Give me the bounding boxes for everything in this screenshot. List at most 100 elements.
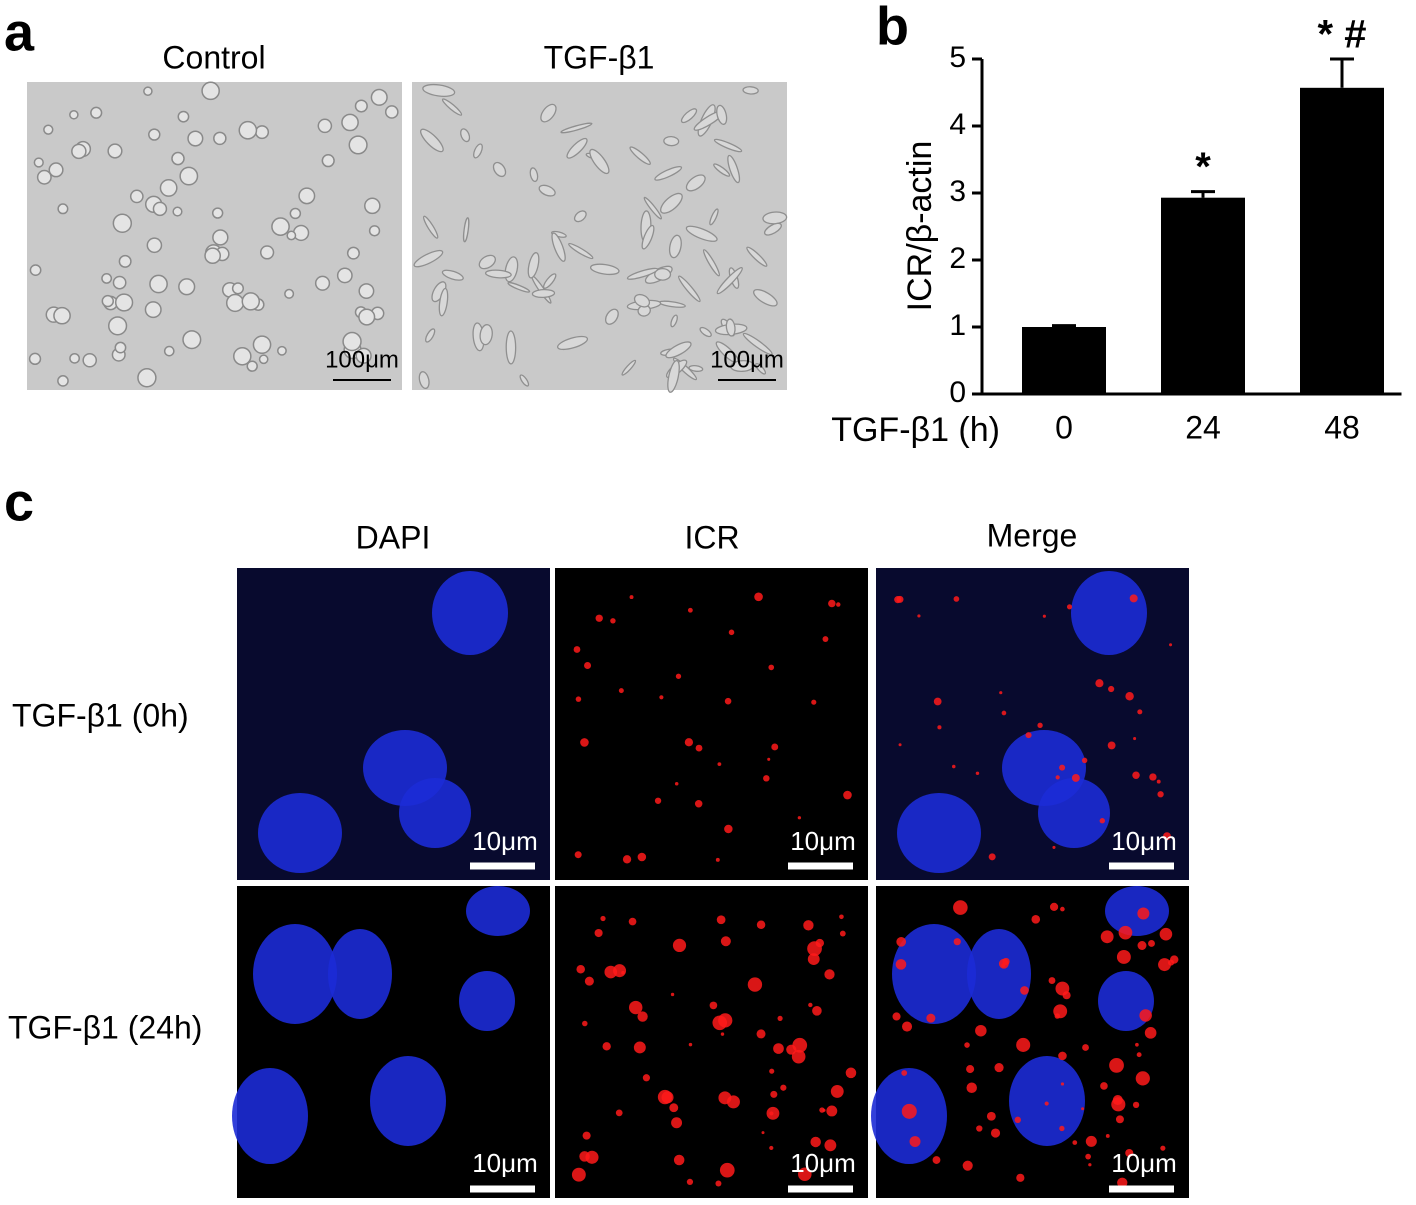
cell <box>542 273 557 289</box>
icr-signal <box>671 1117 683 1129</box>
y-tick-label: 5 <box>949 41 966 74</box>
cell <box>727 154 741 184</box>
bar <box>1022 327 1106 394</box>
icr-signal <box>1099 818 1105 824</box>
icr-signal <box>573 646 581 653</box>
cell <box>292 224 310 242</box>
cell <box>685 225 718 242</box>
cell <box>742 86 759 95</box>
icr-signal <box>953 938 961 946</box>
cell <box>668 234 682 259</box>
cell <box>384 105 399 119</box>
icr-signal <box>675 673 682 679</box>
icr-signal <box>637 852 647 862</box>
cell <box>36 169 52 185</box>
nucleus <box>897 793 981 873</box>
panel-label: a <box>4 2 35 62</box>
cell <box>479 324 493 346</box>
cell <box>148 128 161 141</box>
y-axis-label: ICR/β-actin <box>901 141 939 312</box>
icr-signal <box>659 695 664 700</box>
cell <box>28 352 42 366</box>
cell <box>441 98 463 116</box>
row-label: TGF-β1 (24h) <box>8 1009 202 1045</box>
icr-signal <box>975 1024 987 1037</box>
icr-signal <box>901 1021 913 1032</box>
x-tick-label: 24 <box>1185 409 1221 445</box>
icr-signal <box>575 696 582 702</box>
icr-signal <box>695 744 703 752</box>
icr-signal <box>770 1090 778 1098</box>
icr-signal <box>1085 1153 1091 1160</box>
icr-signal <box>1148 940 1155 947</box>
icr-signal <box>1116 950 1131 964</box>
icr-signal <box>633 1041 646 1054</box>
scale-bar-label: 10μm <box>1111 1148 1177 1178</box>
cell <box>556 335 589 351</box>
icr-signal <box>1100 1082 1108 1090</box>
icr-signal <box>999 691 1003 695</box>
icr-signal <box>1136 1052 1142 1058</box>
icr-signal <box>1058 1051 1067 1061</box>
nucleus <box>253 924 337 1024</box>
icr-signal <box>771 743 779 751</box>
icr-signal <box>724 824 733 834</box>
icr-signal <box>895 959 907 970</box>
cell <box>629 146 651 165</box>
cell <box>107 316 128 336</box>
icr-signal <box>754 592 763 602</box>
icr-signal <box>582 1020 588 1027</box>
icr-signal <box>594 928 603 938</box>
cell <box>204 247 222 265</box>
icr-signal <box>1137 709 1143 715</box>
cell <box>277 345 287 356</box>
icr-signal <box>1025 732 1032 739</box>
icr-signal <box>1109 1058 1124 1073</box>
cell <box>259 245 275 260</box>
cell <box>680 108 698 124</box>
cell <box>370 88 388 106</box>
icr-signal <box>808 1002 813 1008</box>
icr-signal <box>1125 692 1134 701</box>
icr-signal <box>1001 710 1007 716</box>
icr-signal <box>1082 1044 1089 1051</box>
cell <box>341 113 359 132</box>
cell <box>566 137 588 159</box>
cell <box>551 232 566 262</box>
scale-bar-label: 100μm <box>710 346 784 373</box>
icr-signal <box>1170 955 1179 964</box>
cell <box>82 352 98 368</box>
icr-signal <box>1144 1027 1157 1039</box>
cell <box>101 294 114 308</box>
icr-signal <box>716 915 726 925</box>
nucleus <box>258 793 342 873</box>
cell <box>716 267 743 295</box>
significance-mark: * <box>1195 145 1211 189</box>
icr-signal <box>720 1032 725 1036</box>
cell <box>144 301 162 319</box>
icr-signal <box>1105 1134 1110 1138</box>
cell <box>172 206 183 217</box>
cell <box>342 331 362 352</box>
cell <box>519 374 530 387</box>
icr-signal <box>686 1178 694 1186</box>
cell <box>755 363 767 375</box>
cell <box>538 184 556 197</box>
scale-bar-label: 10μm <box>790 826 856 856</box>
icr-signal <box>892 1012 901 1021</box>
icr-signal <box>767 757 771 761</box>
icr-signal <box>728 629 735 636</box>
icr-signal <box>1060 1082 1065 1086</box>
cell <box>201 81 220 101</box>
icr-signal <box>803 920 814 931</box>
icr-signal <box>1159 927 1173 941</box>
icr-signal <box>618 688 624 694</box>
icr-signal <box>628 1000 643 1015</box>
icr-signal <box>1044 1101 1049 1106</box>
cell <box>492 161 507 178</box>
x-tick-label: 0 <box>1055 409 1073 445</box>
icr-signal <box>615 1109 623 1117</box>
image-title: TGF-β1 <box>544 39 655 75</box>
cell <box>231 282 245 295</box>
